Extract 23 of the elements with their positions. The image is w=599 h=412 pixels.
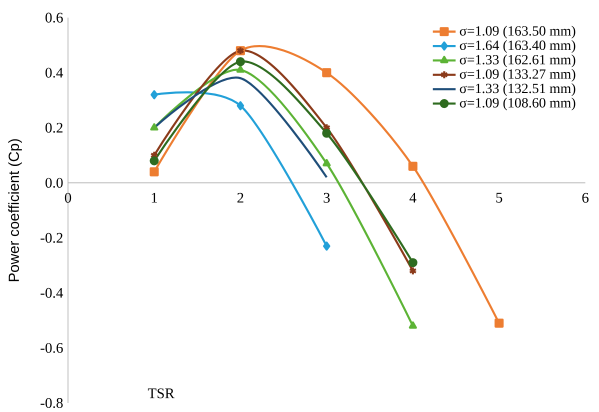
y-axis-title: Power coefficient (Cp)	[8, 139, 22, 282]
y-tick-label: 0.0	[46, 178, 63, 188]
x-tick-label: 6	[582, 192, 589, 203]
legend-label: σ=1.33 (132.51 mm)	[460, 83, 576, 96]
x-tick-label: 3	[324, 192, 330, 203]
y-tick-label: -0.4	[40, 288, 64, 298]
x-tick-label: 4	[410, 192, 416, 202]
legend-label: σ=1.09 (108.60 mm)	[460, 98, 576, 110]
x-tick-label: 2	[237, 192, 244, 203]
y-tick-label: 0.4	[46, 68, 64, 78]
legend-label: σ=1.09 (133.27 mm)	[460, 68, 576, 82]
x-tick-label: 1	[152, 192, 157, 203]
legend-label: σ=1.64 (163.40 mm)	[460, 40, 576, 53]
y-tick-label: -0.8	[40, 398, 63, 408]
x-tick-label: 5	[496, 192, 502, 203]
y-tick-label: -0.2	[40, 232, 62, 243]
x-axis-title: TSR	[148, 388, 175, 398]
legend-label: σ=1.09 (163.50 mm)	[460, 26, 576, 38]
y-tick-label: 0.2	[46, 122, 62, 133]
legend-label: σ=1.33 (162.61 mm)	[460, 54, 576, 68]
x-tick-label: 0	[64, 192, 72, 203]
y-tick-label: 0.6	[46, 12, 63, 23]
y-tick-label: -0.6	[40, 342, 63, 353]
